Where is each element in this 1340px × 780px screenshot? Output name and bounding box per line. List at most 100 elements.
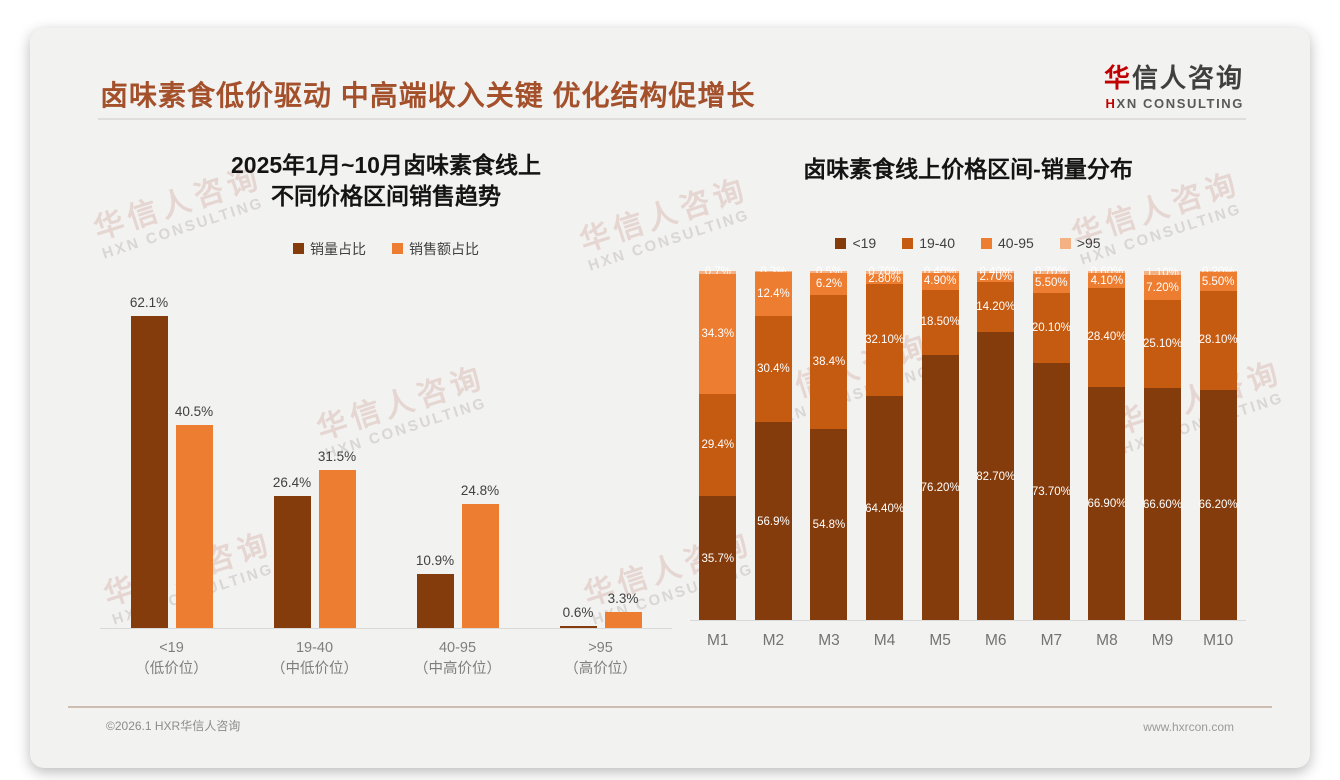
legend-label: 40-95 <box>998 235 1034 252</box>
right-chart-legend: <19 19-40 40-95 >95 <box>690 235 1246 251</box>
stack-cell: 0.7% 34.3% 29.4% 35.7% <box>690 266 746 622</box>
segment-label: 34.3% <box>701 327 735 340</box>
bar-value-label: 31.5% <box>317 449 357 465</box>
segment-label: 7.20% <box>1146 281 1179 294</box>
x-tick: M3 <box>818 632 840 650</box>
bar-value-label: 40.5% <box>174 403 214 419</box>
stack-segment: 4.10% <box>1088 273 1126 288</box>
bar-group: 10.9% 24.8% <box>386 277 529 629</box>
stack-cell: 0.40%2.70%14.20%82.70% <box>968 266 1024 622</box>
stack-segment: 12.4% <box>754 272 792 316</box>
legend-label: 销量占比 <box>310 240 366 257</box>
stack-segment: 2.80% <box>866 272 904 285</box>
stack-segment: 66.90% <box>1087 387 1127 622</box>
segment-label: 6.2% <box>815 277 843 290</box>
segment-label: 18.50% <box>920 316 960 329</box>
x-tick: >95 （高价位） <box>529 638 672 680</box>
logo-accent-char: 华 <box>1103 63 1132 93</box>
stack-segment: 73.70% <box>1031 363 1071 622</box>
stack-segment: 14.20% <box>976 282 1016 332</box>
left-chart-plot: 62.1% 40.5% 26.4% 31.5% 10.9% 24.8% 0.6% 3.3% <box>100 277 672 629</box>
x-tick-desc: （中高价位） <box>414 660 501 677</box>
stack-segment: 29.4% <box>699 393 737 497</box>
stack-segment: 30.4% <box>754 315 792 423</box>
bar: 31.5% <box>318 449 356 629</box>
legend-swatch <box>902 237 914 249</box>
stack-segment: 38.4% <box>810 294 848 430</box>
stack-cell: 0.3%12.4%30.4%56.9% <box>746 266 802 622</box>
bar: 24.8% <box>461 483 499 629</box>
right-chart: 卤味素食线上价格区间-销量分布 <19 19-40 40-95 >95 0.7% 34.… <box>690 154 1246 653</box>
stacked-bar: 1.10% 7.20% 25.10% 66.60% <box>1143 267 1183 622</box>
legend-swatch <box>981 237 992 249</box>
right-chart-x-labels: M1 M2 M3 M4 M5 M6 M7 M8 M9 M10 <box>690 630 1246 652</box>
x-tick-desc: （低价位） <box>135 660 208 677</box>
stack-segment: 7.20% <box>1144 275 1182 301</box>
left-chart-legend: 销量占比 销售额占比 <box>100 239 672 259</box>
stacked-bar: 0.3%12.4%30.4%56.9% <box>754 266 792 622</box>
x-tick: 19-40 （中低价位） <box>243 638 386 680</box>
legend-label: 19-40 <box>919 235 955 252</box>
slide-title: 卤味素食低价驱动 中高端收入关键 优化结构促增长 <box>100 80 756 111</box>
stack-segment: 28.40% <box>1087 287 1126 388</box>
left-chart-title-line1: 2025年1月~10月卤味素食线上 <box>231 152 541 178</box>
segment-label: 5.50% <box>1035 277 1068 290</box>
stacked-bar: 0.70% 5.50% 20.10% 73.70% <box>1031 266 1071 622</box>
stack-segment: 32.10% <box>865 283 904 396</box>
x-tick-range: <19 <box>159 639 184 656</box>
left-chart-bars: 62.1% 40.5% 26.4% 31.5% 10.9% 24.8% 0.6% 3.3% <box>100 277 672 629</box>
bar: 40.5% <box>175 404 213 629</box>
bar-value-label: 26.4% <box>272 474 312 490</box>
stack-segment: 64.40% <box>865 395 904 622</box>
stack-segment: 82.70% <box>976 331 1015 622</box>
stack-cell: 0.70% 5.50% 20.10% 73.70% <box>1024 266 1080 622</box>
bar-group: 62.1% 40.5% <box>100 277 243 629</box>
segment-label: 66.20% <box>1198 499 1238 512</box>
segment-label: 2.80% <box>868 272 901 285</box>
segment-label: 5.50% <box>1201 275 1235 288</box>
x-tick: M9 <box>1151 632 1174 650</box>
stack-segment: 28.10% <box>1199 291 1238 390</box>
segment-label: 66.90% <box>1087 498 1127 511</box>
segment-label: 4.90% <box>923 275 957 288</box>
segment-label: 66.60% <box>1143 498 1183 511</box>
stack-segment: 4.90% <box>921 272 959 290</box>
stack-segment: 56.9% <box>754 422 792 622</box>
footer-website: www.hxrcon.com <box>1143 720 1234 734</box>
stacked-bar: 0.60% 4.10% 28.40% 66.90% <box>1087 266 1127 622</box>
logo-name: 华信人咨询 <box>1104 58 1244 95</box>
left-chart: 2025年1月~10月卤味素食线上 不同价格区间销售趋势 销量占比 销售额占比 6… <box>100 150 672 680</box>
bar-group: 26.4% 31.5% <box>243 277 386 629</box>
stacked-bar: 0.20%5.50%28.10%66.20% <box>1198 266 1238 622</box>
footer-copyright: ©2026.1 HXR华信人咨询 <box>106 719 241 733</box>
stack-cell: 0.20%5.50%28.10%66.20% <box>1190 266 1246 622</box>
legend-label: >95 <box>1076 235 1101 252</box>
legend-item: 销量占比 <box>293 239 366 259</box>
x-tick: M10 <box>1203 632 1234 650</box>
logo-subtitle-rest: XN CONSULTING <box>1116 96 1244 111</box>
right-chart-bars: 0.7%34.3%29.4%35.7%0.3%12.4%30.4%56.9%0.… <box>690 266 1246 622</box>
stacked-bar: 0.5%6.2%38.4%54.8% <box>810 266 848 621</box>
legend-swatch <box>835 237 847 249</box>
x-tick-range: 19-40 <box>295 639 334 656</box>
bar-group: 0.6% 3.3% <box>529 277 672 629</box>
stack-segment: 66.60% <box>1143 388 1183 622</box>
segment-label: 25.10% <box>1143 338 1183 351</box>
logo-name-rest: 信人咨询 <box>1131 63 1244 93</box>
bar-value-label: 0.6% <box>562 604 594 620</box>
bar: 62.1% <box>130 295 168 629</box>
legend-item: 40-95 <box>981 235 1034 251</box>
bar: 0.6% <box>559 605 597 629</box>
stack-cell: 1.10% 7.20% 25.10% 66.60% <box>1135 267 1191 622</box>
bar: 26.4% <box>273 475 311 629</box>
segment-label: 73.70% <box>1031 486 1071 499</box>
stacked-bar: 0.40%4.90%18.50%76.20% <box>920 266 960 622</box>
segment-label: 14.20% <box>976 300 1016 313</box>
left-chart-title: 2025年1月~10月卤味素食线上 不同价格区间销售趋势 <box>100 150 672 213</box>
stack-segment: 5.50% <box>1199 271 1237 292</box>
segment-label: 30.4% <box>757 362 790 375</box>
stack-segment: 5.50% <box>1032 273 1070 293</box>
bar: 3.3% <box>604 591 642 629</box>
right-chart-plot: 0.7%34.3%29.4%35.7%0.3%12.4%30.4%56.9%0.… <box>690 266 1246 622</box>
segment-label: 35.7% <box>701 552 735 565</box>
